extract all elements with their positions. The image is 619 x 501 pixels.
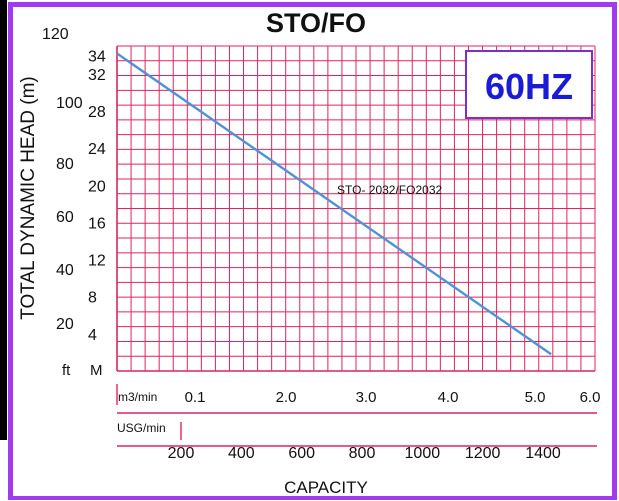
y-ft-tick-label: 60 <box>56 209 74 226</box>
x-m3-tick-label: 5.0 <box>525 389 546 406</box>
x-m3-tick-label: 4.0 <box>438 389 459 406</box>
y-ft-ticks: 120 100 80 60 40 20 <box>42 26 83 333</box>
x-usg-tick-label: 1200 <box>465 445 501 462</box>
x-usg-unit: USG/min <box>117 421 166 435</box>
x-usg-tick-label: 1000 <box>405 445 441 462</box>
y-m-tick-label: 34 <box>88 48 106 65</box>
y-m-tick-label: 32 <box>88 67 106 84</box>
x-m3-tick-label: 2.0 <box>276 389 297 406</box>
y-m-tick-label: 8 <box>88 290 97 307</box>
series-layer: STO- 2032/FO2032 <box>116 52 552 356</box>
x-m3-tick-label: 0.1 <box>185 389 206 406</box>
y-ft-tick-label: 100 <box>56 95 83 112</box>
y-m-tick-label: 28 <box>88 104 106 121</box>
x-usg-tick-label: 200 <box>168 445 195 462</box>
y-m-tick-label: 16 <box>88 215 106 232</box>
y-axis-label: TOTAL DYNAMIC HEAD (m) <box>18 76 39 320</box>
frequency-badge-text: 60HZ <box>485 66 573 107</box>
frequency-badge-box <box>465 50 593 119</box>
series-label: STO- 2032/FO2032 <box>337 183 442 197</box>
x-m3-unit: m3/min <box>118 390 157 404</box>
y-m-unit: M <box>90 362 103 379</box>
left-edge-bar <box>0 0 7 440</box>
y-ft-unit: ft <box>62 362 71 379</box>
x-axis: 0.1 2.0 3.0 4.0 5.0 6.0 200 400 600 800 1000 1200 14… <box>116 384 601 462</box>
x-m3-tick-label: 3.0 <box>356 389 377 406</box>
y-m-tick-label: 4 <box>88 327 97 344</box>
y-ft-tick-label: 120 <box>42 26 69 43</box>
y-ft-tick-label: 80 <box>56 156 74 173</box>
y-ft-tick-label: 20 <box>56 316 74 333</box>
x-usg-tick-label: 600 <box>288 445 315 462</box>
y-m-tick-label: 24 <box>88 141 106 158</box>
y-ft-tick-label: 40 <box>56 262 74 279</box>
x-usg-tick-label: 1400 <box>525 445 561 462</box>
x-usg-tick-label: 800 <box>349 445 376 462</box>
x-m3-tick-label: 6.0 <box>580 389 601 406</box>
x-usg-tick-label: 400 <box>228 445 255 462</box>
y-m-ticks: 34 32 28 24 20 16 12 8 4 <box>88 48 106 344</box>
series-line <box>116 52 552 356</box>
chart-title: STO/FO <box>266 8 366 38</box>
y-m-tick-label: 12 <box>88 253 106 270</box>
y-m-tick-label: 20 <box>88 178 106 195</box>
x-axis-label: CAPACITY <box>284 478 368 497</box>
